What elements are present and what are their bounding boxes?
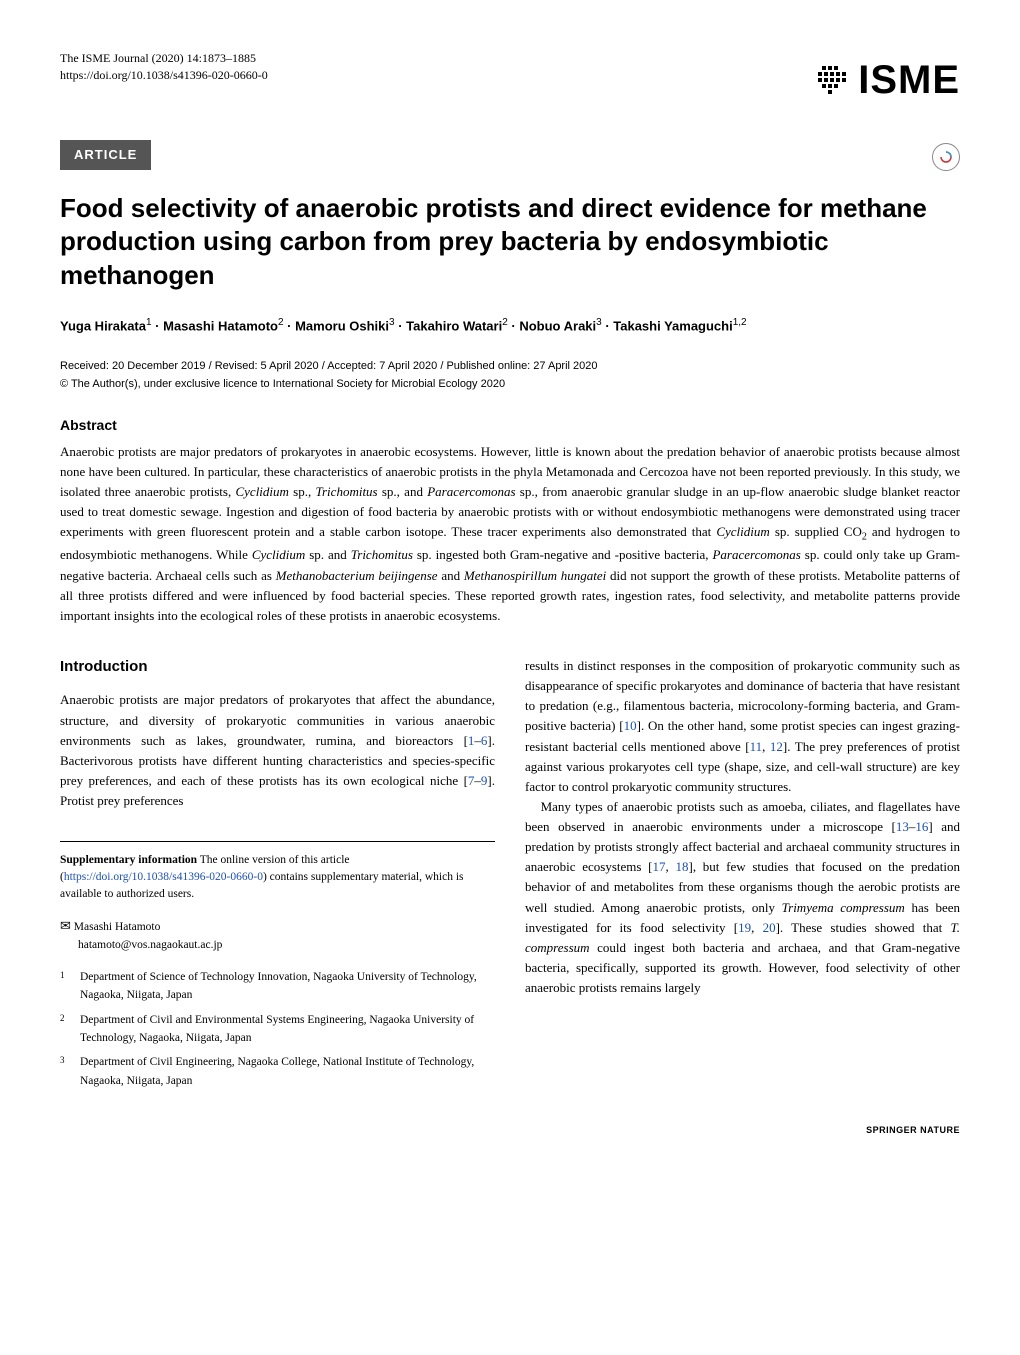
page-header: The ISME Journal (2020) 14:1873–1885 htt…	[60, 50, 960, 110]
affiliation-3: 3 Department of Civil Engineering, Nagao…	[60, 1053, 495, 1090]
col2-para-1: results in distinct responses in the com…	[525, 656, 960, 797]
isme-logo: ISME	[814, 50, 960, 110]
corr-author-name: Masashi Hatamoto	[74, 921, 161, 933]
article-badge-row: ARTICLE	[60, 140, 960, 174]
aff-text-2: Department of Civil and Environmental Sy…	[80, 1011, 495, 1048]
introduction-heading: Introduction	[60, 656, 495, 679]
left-column: Introduction Anaerobic protists are majo…	[60, 656, 495, 1096]
article-title: Food selectivity of anaerobic protists a…	[60, 192, 960, 293]
journal-reference-block: The ISME Journal (2020) 14:1873–1885 htt…	[60, 50, 268, 84]
intro-para-1-text: Anaerobic protists are major predators o…	[60, 690, 495, 811]
abstract-text: Anaerobic protists are major predators o…	[60, 442, 960, 626]
article-type-badge: ARTICLE	[60, 140, 151, 170]
refresh-icon	[939, 150, 953, 164]
journal-reference: The ISME Journal (2020) 14:1873–1885	[60, 50, 268, 67]
col2-para-2: Many types of anaerobic protists such as…	[525, 797, 960, 998]
aff-num-2: 2	[60, 1011, 70, 1048]
check-for-updates-icon[interactable]	[932, 143, 960, 171]
supp-label: Supplementary information	[60, 854, 197, 866]
doi-link[interactable]: https://doi.org/10.1038/s41396-020-0660-…	[60, 67, 268, 84]
affiliation-2: 2 Department of Civil and Environmental …	[60, 1011, 495, 1048]
right-column: results in distinct responses in the com…	[525, 656, 960, 1096]
intro-paragraph-1: Anaerobic protists are major predators o…	[60, 690, 495, 811]
aff-text-1: Department of Science of Technology Inno…	[80, 968, 495, 1005]
two-column-body: Introduction Anaerobic protists are majo…	[60, 656, 960, 1096]
aff-num-3: 3	[60, 1053, 70, 1090]
affiliations-list: 1 Department of Science of Technology In…	[60, 968, 495, 1090]
corr-author-email[interactable]: hatamoto@vos.nagaokaut.ac.jp	[78, 939, 222, 951]
publication-dates: Received: 20 December 2019 / Revised: 5 …	[60, 358, 960, 375]
abstract-heading: Abstract	[60, 415, 960, 436]
isme-logo-text: ISME	[858, 50, 960, 110]
supp-doi-link[interactable]: https://doi.org/10.1038/s41396-020-0660-…	[64, 871, 263, 883]
corresponding-author: ✉ Masashi Hatamoto hatamoto@vos.nagaokau…	[60, 916, 495, 954]
globe-icon	[814, 62, 850, 98]
aff-text-3: Department of Civil Engineering, Nagaoka…	[80, 1053, 495, 1090]
envelope-icon: ✉	[60, 918, 71, 933]
publisher-footer: SPRINGER NATURE	[60, 1124, 960, 1138]
aff-num-1: 1	[60, 968, 70, 1005]
supplementary-info-box: Supplementary information The online ver…	[60, 841, 495, 902]
right-column-body: results in distinct responses in the com…	[525, 656, 960, 998]
author-list: Yuga Hirakata1 · Masashi Hatamoto2 · Mam…	[60, 315, 960, 336]
copyright-notice: © The Author(s), under exclusive licence…	[60, 376, 960, 393]
affiliation-1: 1 Department of Science of Technology In…	[60, 968, 495, 1005]
